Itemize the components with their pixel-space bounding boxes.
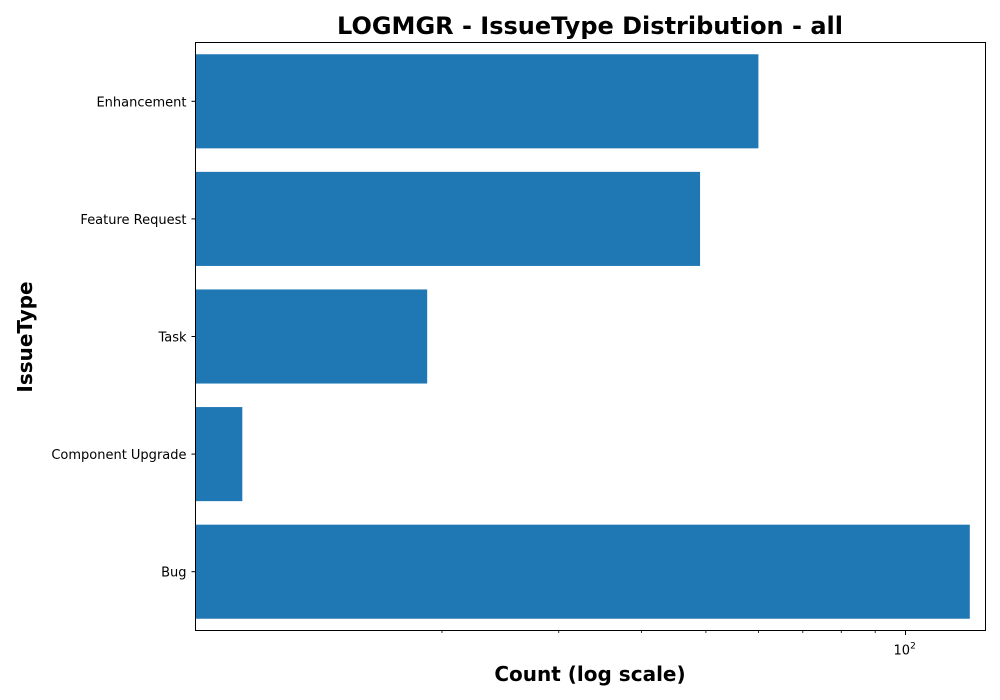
y-tick-label: Feature Request — [80, 213, 186, 228]
bar-enhancement — [195, 54, 759, 149]
y-axis-label: IssueType — [13, 281, 37, 392]
bar-bug — [195, 524, 970, 619]
plot-area — [195, 54, 970, 619]
chart-title: LOGMGR - IssueType Distribution - all — [337, 12, 843, 40]
y-tick-label: Enhancement — [96, 95, 186, 110]
plot-frame — [195, 42, 986, 631]
y-tick-label: Task — [157, 331, 187, 346]
x-axis: 102 — [441, 630, 916, 659]
x-tick-label: 102 — [894, 642, 916, 659]
y-axis: Bug Component Upgrade Task Feature Request E… — [51, 95, 196, 581]
bar-component-upgrade — [195, 407, 243, 502]
bar-feature-request — [195, 171, 701, 266]
y-tick-label: Bug — [161, 566, 186, 581]
bar-task — [195, 289, 428, 384]
x-axis-label: Count (log scale) — [494, 662, 685, 686]
y-tick-label: Component Upgrade — [51, 448, 186, 463]
